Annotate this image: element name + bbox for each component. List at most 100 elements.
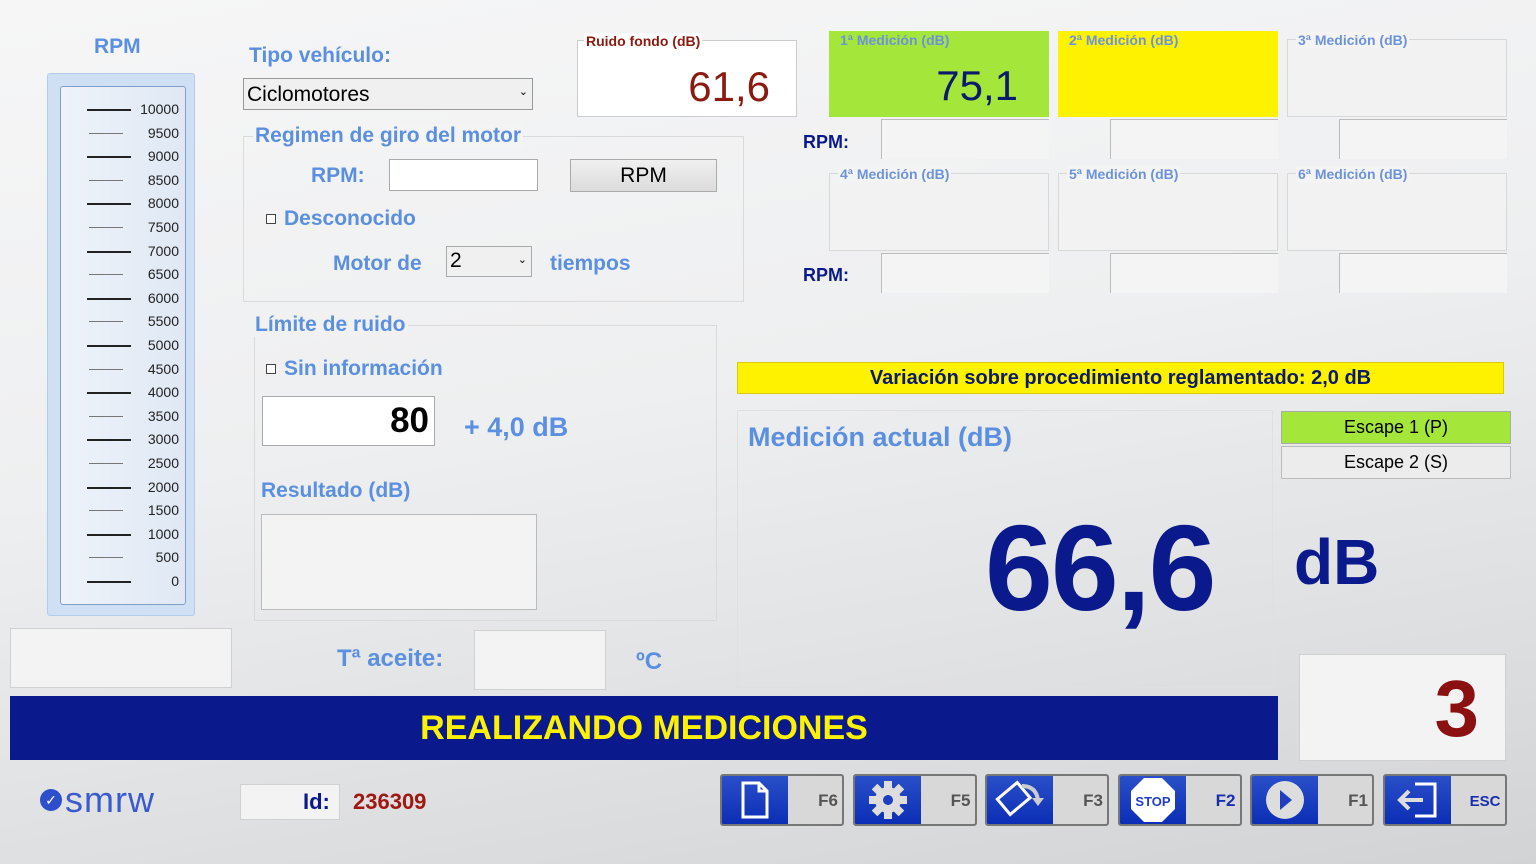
oil-temp-value [474, 630, 606, 690]
chevron-down-icon: ⌄ [518, 86, 528, 98]
measurement-box-1: 1ª Medición (dB) 75,1 [829, 31, 1049, 117]
exhaust-1-button[interactable]: Escape 1 (P) [1281, 411, 1511, 444]
gauge-tick-label: 2500 [147, 455, 179, 471]
gauge-tick [87, 345, 131, 347]
gauge-tick [87, 486, 131, 489]
rpm-row-label: RPM: [803, 132, 849, 152]
gauge-tick-label: 1500 [147, 502, 179, 519]
measurement-rpm-6 [1339, 253, 1507, 293]
gauge-tick-label: 500 [155, 549, 179, 566]
gauge-tick-label: 3500 [147, 407, 179, 424]
gauge-tick-label: 8500 [147, 171, 179, 188]
gauge-tick [87, 297, 131, 300]
noise-limit-input[interactable]: 80 [262, 396, 435, 446]
measurement-label: 3ª Medición (dB) [1296, 32, 1410, 48]
logo-text: smrw [65, 779, 155, 820]
vehicle-type-select[interactable]: Ciclomotores ⌄ [243, 78, 533, 110]
current-measurement-panel [737, 410, 1273, 688]
current-measurement-value: 66,6 [985, 500, 1216, 636]
measurement-counter: 3 [1299, 654, 1506, 761]
limit-group [254, 325, 717, 621]
gauge-tick [87, 581, 131, 583]
background-noise-box: Ruido fondo (dB) 61,6 [577, 33, 797, 117]
gauge-tick [87, 250, 131, 253]
tiempos-label: tiempos [550, 252, 631, 275]
vehicle-type-label: Tipo vehículo: [249, 44, 391, 67]
exhaust-2-button[interactable]: Escape 2 (S) [1281, 446, 1511, 479]
gauge-tick-label: 10000 [140, 101, 179, 117]
measurement-label: 4ª Medición (dB) [838, 166, 952, 182]
id-value: 236309 [353, 789, 427, 814]
measurement-value: 75,1 [936, 62, 1018, 109]
limit-group-title: Límite de ruido [253, 313, 408, 337]
gauge-tick [87, 439, 131, 442]
current-measurement-label: Medición actual (dB) [748, 422, 1013, 452]
gauge-tick-label: 0 [171, 573, 179, 589]
gauge-tick-label: 8000 [147, 195, 179, 212]
gauge-tick [87, 156, 131, 159]
fkey-f2-button[interactable]: STOP F2 [1117, 774, 1242, 826]
gauge-tick [89, 179, 123, 181]
status-bar: REALIZANDO MEDICIONES [10, 696, 1278, 760]
fkey-label: F1 [1348, 791, 1368, 810]
measurement-label: 5ª Medición (dB) [1067, 166, 1181, 182]
gauge-tick-label: 7000 [147, 242, 179, 259]
vehicle-type-value: Ciclomotores [247, 83, 370, 106]
gauge-tick [89, 321, 123, 323]
fkey-esc-button[interactable]: ESC [1382, 774, 1507, 826]
fkey-f6-button[interactable]: F6 [720, 774, 844, 826]
document-icon [722, 776, 788, 824]
current-measurement-unit: dB [1294, 526, 1380, 598]
gauge-tick [89, 557, 123, 559]
motor-stroke-value: 2 [450, 249, 462, 272]
gauge-tick [89, 510, 123, 512]
measurement-label: 1ª Medición (dB) [840, 32, 950, 48]
gauge-tick-label: 4500 [147, 360, 179, 377]
gauge-tick-label: 1000 [147, 525, 179, 542]
rotate-device-icon [987, 776, 1053, 824]
gauge-tick-label: 5000 [147, 337, 179, 353]
rpm-input[interactable] [389, 159, 538, 191]
fkey-label: F6 [818, 791, 838, 810]
gauge-tick [89, 463, 123, 464]
gauge-tick-label: 6500 [147, 266, 179, 283]
gauge-tick [89, 274, 123, 276]
rpm-label: RPM: [311, 164, 365, 187]
check-icon: ✓ [40, 789, 62, 811]
gauge-tick-label: 6000 [147, 289, 179, 306]
unknown-label: Desconocido [284, 207, 416, 230]
gauge-tick-label: 4000 [147, 384, 179, 401]
measurement-rpm-4 [881, 253, 1049, 293]
smrw-logo: ✓ smrw [40, 779, 155, 820]
tolerance-text: + 4,0 dB [464, 412, 569, 442]
rpm-button[interactable]: RPM [570, 159, 717, 192]
gauge-tick-label: 2000 [147, 478, 179, 495]
fkey-label: F3 [1083, 791, 1103, 810]
gauge-tick-label: 5500 [147, 313, 179, 330]
fkey-f1-button[interactable]: F1 [1250, 774, 1374, 826]
motor-stroke-select[interactable]: 2 ⌄ [446, 246, 532, 277]
fkey-f3-button[interactable]: F3 [985, 774, 1109, 826]
result-label: Resultado (dB) [261, 479, 411, 502]
id-box [240, 784, 340, 820]
measurement-box-6: 6ª Medición (dB) [1287, 166, 1507, 251]
measurement-rpm-5 [1110, 253, 1278, 293]
gauge-tick [87, 109, 131, 111]
unknown-checkbox[interactable] [266, 214, 276, 224]
motor-label: Motor de [333, 252, 422, 275]
exit-icon [1384, 776, 1451, 824]
measurement-label: 2ª Medición (dB) [1069, 32, 1179, 48]
id-label: Id: [303, 789, 330, 814]
fkey-f5-button[interactable]: F5 [852, 774, 977, 826]
chevron-down-icon: ⌄ [517, 254, 527, 266]
gauge-tick [87, 203, 131, 206]
no-info-checkbox[interactable] [266, 364, 276, 374]
measurement-box-4: 4ª Medición (dB) [829, 166, 1049, 251]
gauge-tick [89, 415, 123, 417]
rpm-gauge-title: RPM [94, 35, 141, 58]
result-value [261, 514, 537, 610]
measurement-rpm-1 [881, 119, 1049, 159]
gauge-tick-label: 7500 [147, 219, 179, 235]
oil-temp-label: Tª aceite: [337, 645, 444, 672]
play-icon [1252, 776, 1318, 824]
